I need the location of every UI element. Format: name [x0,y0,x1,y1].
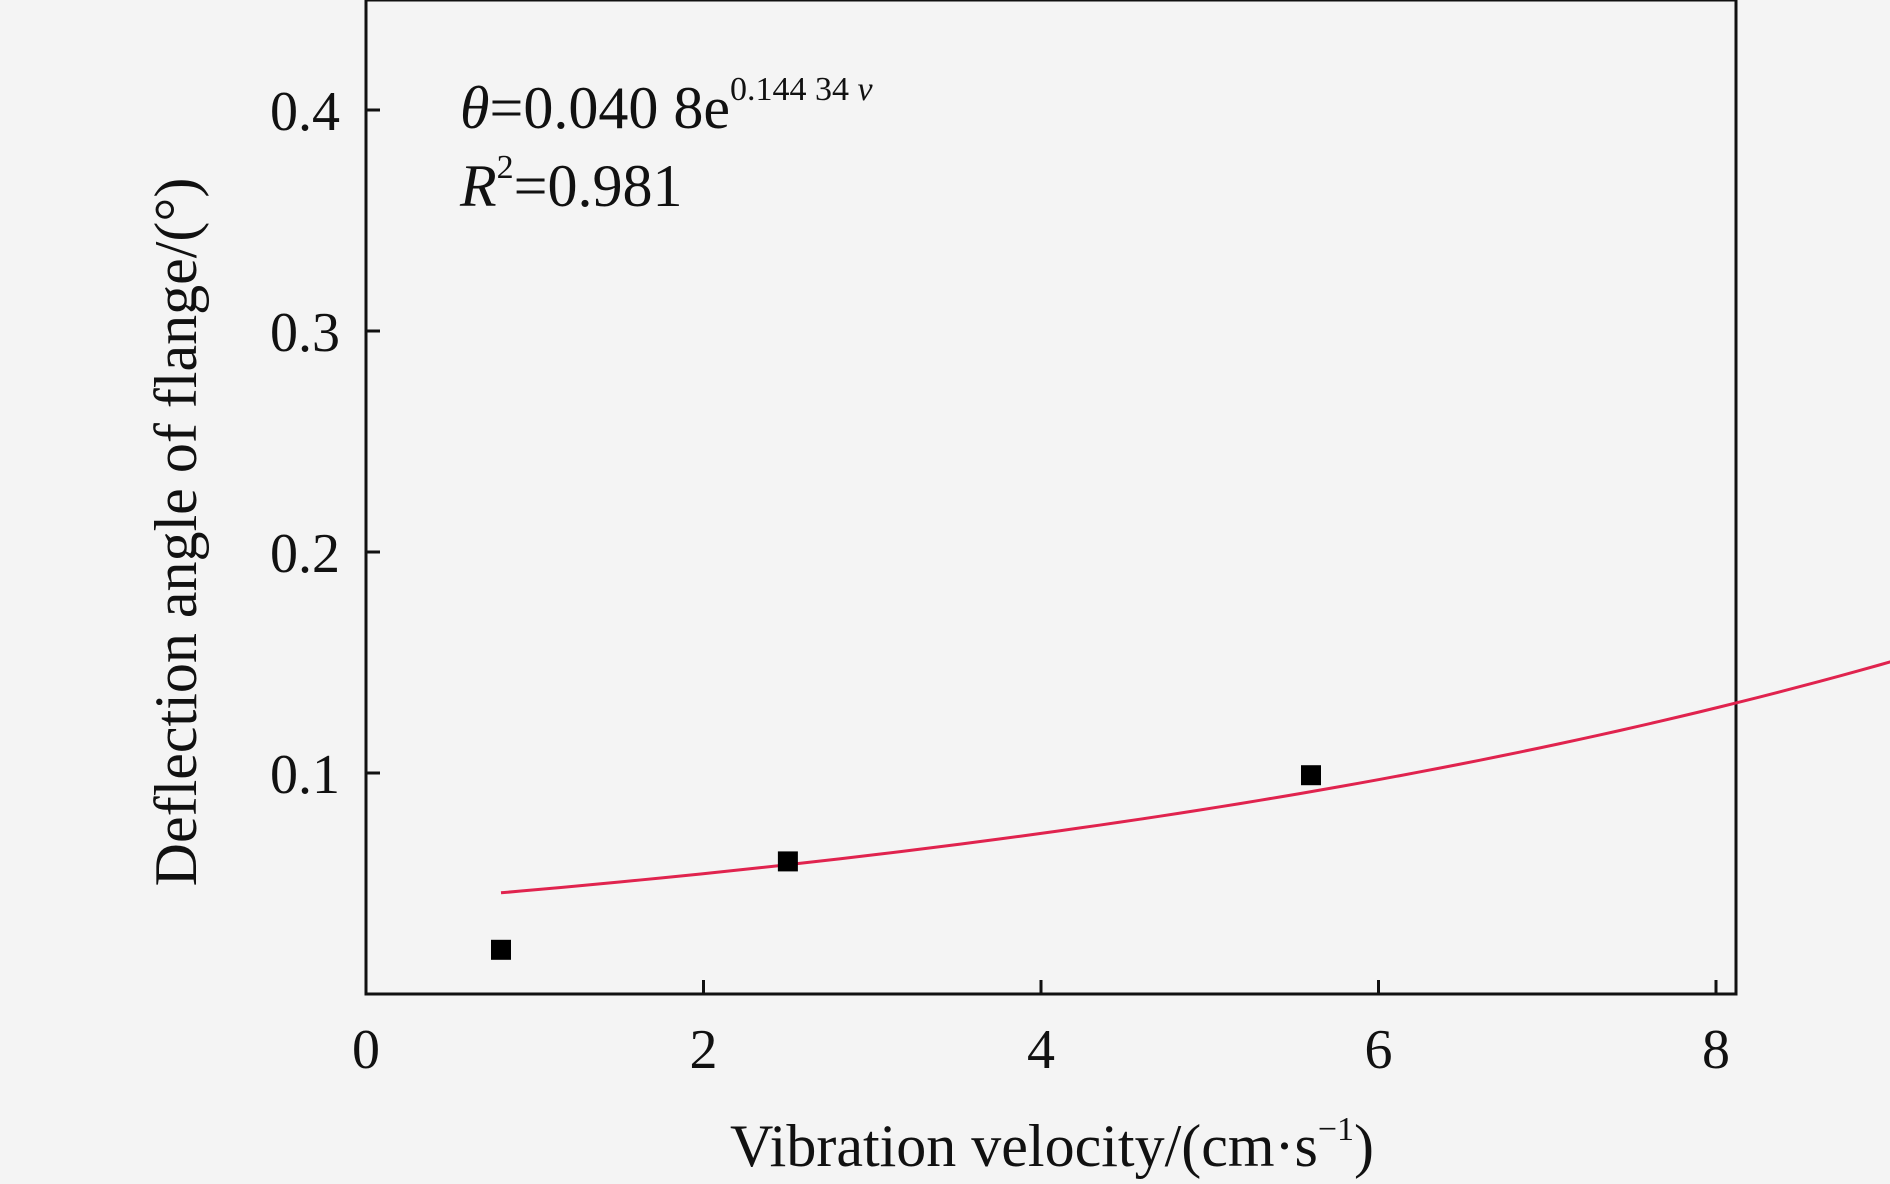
data-point [1301,765,1321,786]
fit-equation-variable: θ [460,75,489,141]
plot-layer: 02468101214160.10.20.30.4 [270,0,1890,1081]
x-tick-label: 6 [1365,1019,1393,1081]
fit-equation: θ=0.040 8e0.144 34 v [460,71,873,141]
y-tick-label: 0.1 [270,744,340,806]
plot-frame [364,0,1738,996]
r-squared-exponent: 2 [497,149,514,186]
fit-equation-exponent-variable: v [857,71,873,108]
x-axis-title-close: ) [1354,1113,1374,1179]
r-squared-variable: R [459,153,497,219]
data-point [777,851,798,872]
fit-equation-exponent: 0.144 34 [730,71,858,108]
y-tick-label: 0.4 [270,81,340,143]
x-tick-label: 2 [690,1019,718,1081]
x-axis-title-exponent: −1 [1318,1111,1354,1148]
r-squared-value: =0.981 [514,153,683,219]
y-tick-label: 0.2 [270,523,340,585]
fit-equation-body: =0.040 8e [489,75,729,141]
r-squared: R2=0.981 [459,149,683,219]
x-tick-label: 8 [1702,1019,1730,1081]
y-tick-label: 0.3 [270,302,340,364]
x-axis-title: Vibration velocity/(cm·s−1) [730,1111,1374,1179]
y-axis-title: Deflection angle of flange/(°) [143,178,209,887]
x-tick-label: 0 [352,1019,380,1081]
x-tick-label: 4 [1027,1019,1055,1081]
fit-curve [500,660,1890,895]
x-axis-title-text: Vibration velocity/(cm·s [730,1113,1318,1179]
data-point [491,939,511,960]
